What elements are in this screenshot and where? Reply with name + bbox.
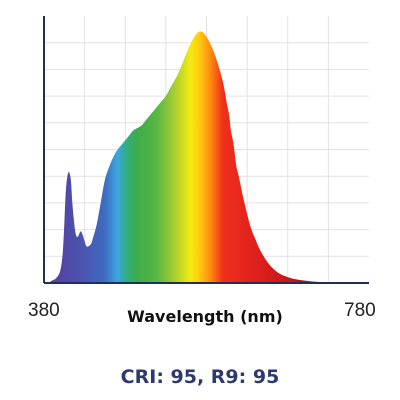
plot-axes [43,16,369,284]
x-tick-label-max: 780 [344,300,376,321]
x-tick-label-min: 380 [28,300,60,321]
cri-caption: CRI: 95, R9: 95 [120,366,280,388]
x-axis-label: Wavelength (nm) [127,307,283,326]
spectrum-area [44,31,369,284]
